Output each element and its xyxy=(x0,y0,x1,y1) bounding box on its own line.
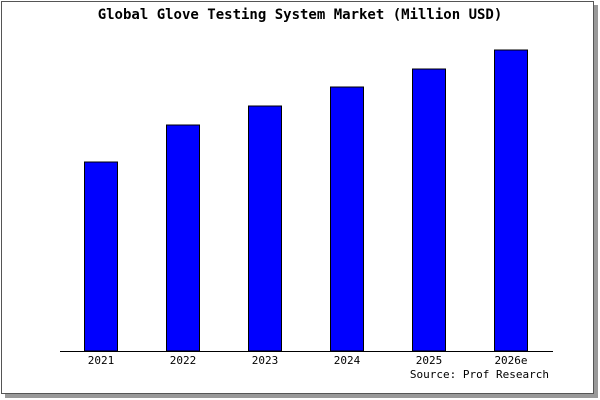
x-tick-label: 2021 xyxy=(88,354,115,367)
bar xyxy=(412,68,446,352)
x-tick-label: 2022 xyxy=(170,354,197,367)
x-tick-label: 2026e xyxy=(494,354,527,367)
bar xyxy=(84,161,118,352)
bar xyxy=(330,86,364,352)
x-tick-label: 2023 xyxy=(252,354,279,367)
chart-title: Global Glove Testing System Market (Mill… xyxy=(98,7,503,23)
bar xyxy=(494,49,528,352)
bar xyxy=(166,124,200,352)
plot-area xyxy=(60,48,553,351)
x-tick-label: 2024 xyxy=(334,354,361,367)
source: Source: Prof Research xyxy=(410,368,549,381)
bar xyxy=(248,105,282,352)
x-tick-label: 2025 xyxy=(416,354,443,367)
